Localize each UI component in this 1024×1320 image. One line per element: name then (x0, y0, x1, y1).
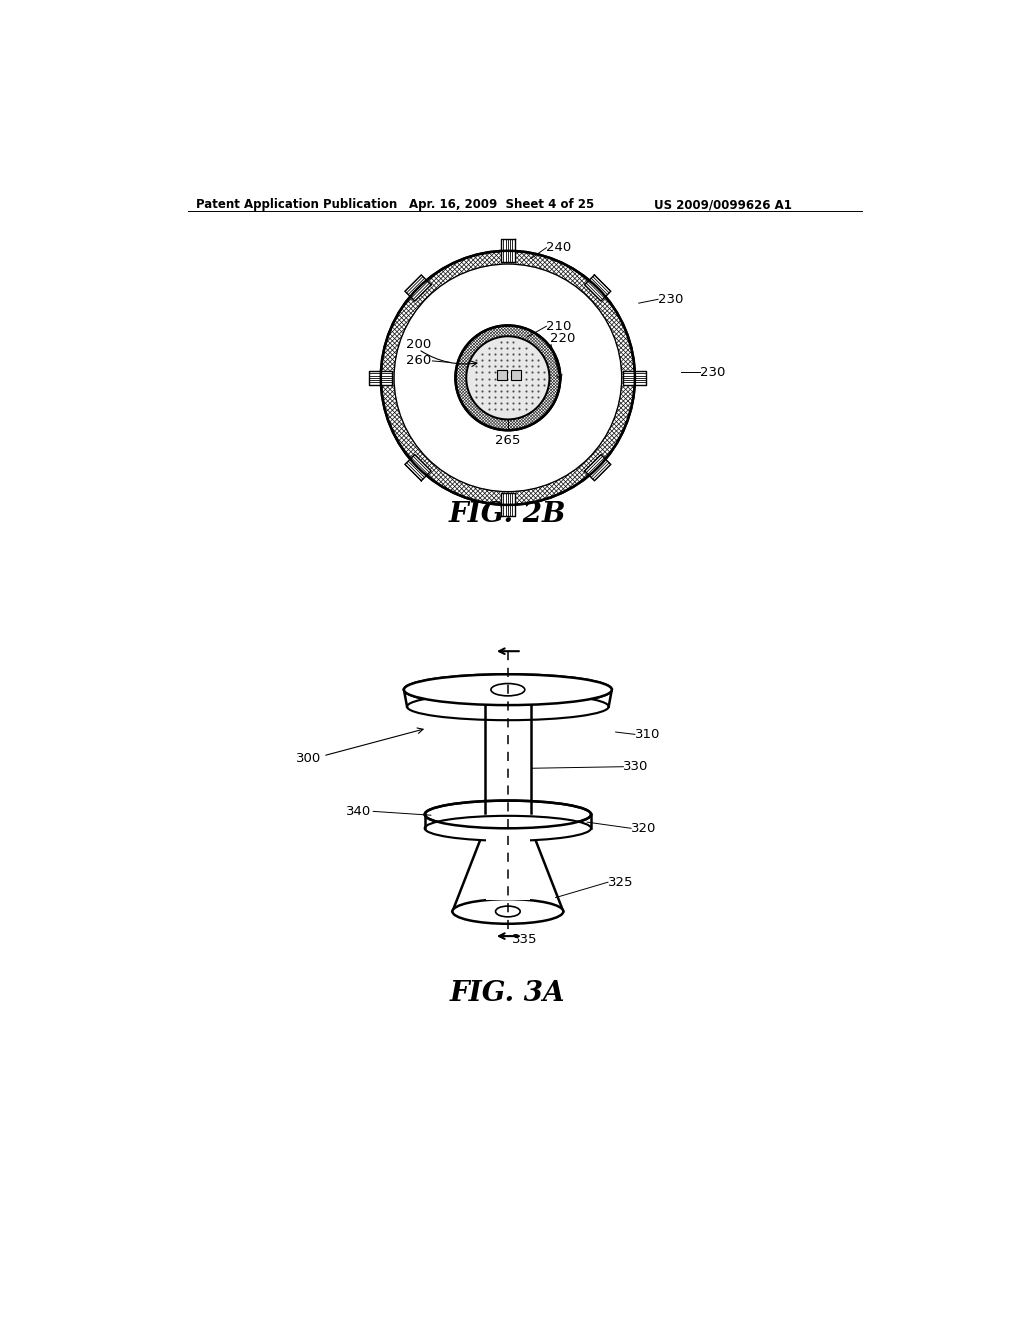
Text: US 2009/0099626 A1: US 2009/0099626 A1 (654, 198, 792, 211)
Circle shape (394, 264, 621, 491)
Text: 230: 230 (658, 293, 683, 306)
Polygon shape (585, 275, 610, 301)
Text: FIG. 3A: FIG. 3A (451, 981, 565, 1007)
Bar (484, 705, 531, 813)
Polygon shape (404, 275, 431, 301)
Text: 335: 335 (512, 933, 538, 946)
Text: Patent Application Publication: Patent Application Publication (196, 198, 397, 211)
Text: 200: 200 (407, 338, 431, 351)
Circle shape (381, 251, 635, 506)
Polygon shape (370, 371, 392, 385)
Circle shape (456, 326, 560, 430)
Text: 325: 325 (608, 875, 634, 888)
Circle shape (466, 337, 550, 420)
Text: Apr. 16, 2009  Sheet 4 of 25: Apr. 16, 2009 Sheet 4 of 25 (410, 198, 595, 211)
Ellipse shape (403, 675, 611, 705)
Text: 260: 260 (406, 354, 431, 367)
Ellipse shape (425, 800, 591, 829)
Ellipse shape (490, 684, 525, 696)
Polygon shape (585, 454, 610, 480)
Polygon shape (404, 454, 431, 480)
Text: 265: 265 (496, 434, 520, 447)
Ellipse shape (453, 899, 563, 924)
Bar (497, 370, 507, 380)
Text: 210: 210 (547, 319, 571, 333)
Ellipse shape (496, 906, 520, 917)
Polygon shape (501, 494, 515, 516)
Bar (485, 829, 530, 900)
Ellipse shape (425, 816, 591, 841)
Text: FIG. 2B: FIG. 2B (450, 500, 566, 528)
Bar (511, 370, 521, 380)
Polygon shape (501, 239, 515, 263)
Ellipse shape (403, 675, 611, 705)
Polygon shape (453, 829, 563, 911)
Ellipse shape (407, 693, 608, 721)
Text: 220: 220 (550, 333, 575, 345)
Text: 310: 310 (635, 727, 660, 741)
Text: 320: 320 (631, 822, 656, 834)
Text: 230: 230 (700, 366, 726, 379)
Text: 340: 340 (346, 805, 372, 818)
Text: 330: 330 (624, 760, 649, 774)
Circle shape (395, 265, 621, 490)
Polygon shape (624, 371, 646, 385)
Text: 240: 240 (547, 242, 571, 255)
Bar (425, 814, 591, 829)
Text: 300: 300 (296, 752, 322, 766)
